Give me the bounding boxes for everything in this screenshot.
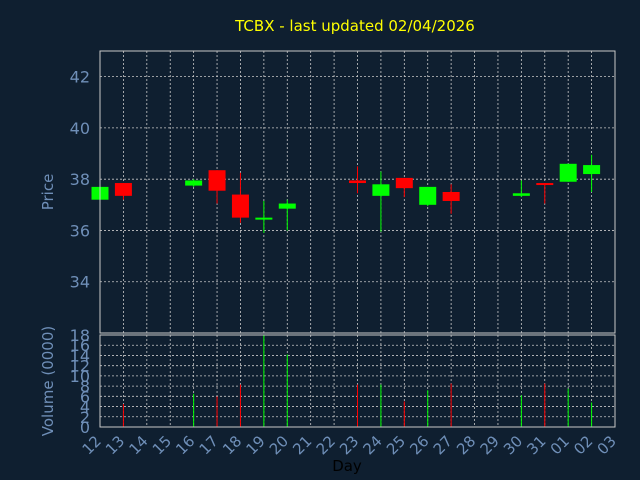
- volume-y-tick-label: 4: [80, 398, 90, 417]
- volume-y-tick-label: 6: [80, 387, 90, 406]
- candle-body: [536, 183, 554, 186]
- candle-body: [512, 193, 530, 196]
- candle-17: [208, 170, 226, 204]
- candle-body: [559, 163, 577, 182]
- candle-30: [512, 180, 530, 198]
- volume-y-tick-label: 12: [70, 357, 90, 376]
- candle-body: [208, 170, 226, 191]
- candle-body: [349, 180, 366, 184]
- candle-body: [372, 184, 390, 196]
- candle-body: [114, 183, 132, 196]
- volume-y-tick-label: 18: [70, 326, 90, 345]
- price-axis-label: Price: [39, 174, 57, 211]
- candle-27: [442, 184, 460, 214]
- candlesticks: [91, 154, 601, 234]
- candle-31: [536, 183, 554, 204]
- volume-plot-frame: [99, 334, 616, 428]
- volume-y-tick-label: 2: [80, 408, 90, 427]
- price-y-tick-label: 38: [70, 170, 90, 189]
- candle-body: [583, 165, 601, 175]
- price-y-tick-label: 40: [70, 119, 90, 138]
- candle-body: [185, 180, 203, 186]
- volume-y-tick-label: 10: [70, 367, 90, 386]
- volume-y-tick-label: 8: [80, 377, 90, 396]
- x-axis-label: Day: [332, 457, 362, 475]
- price-plot-frame: [99, 50, 616, 334]
- price-y-tick-label: 42: [70, 68, 90, 87]
- candle-body: [395, 177, 413, 189]
- x-tick-labels: 1213141516171819202122232425262728293031…: [79, 432, 620, 458]
- price-panel: 34 36 38 40 42 Price: [39, 50, 616, 334]
- candle-body: [442, 192, 460, 201]
- candle-24: [372, 171, 390, 232]
- price-y-tick-label: 36: [70, 221, 90, 240]
- volume-bars: [122, 335, 593, 427]
- candle-25: [395, 177, 413, 198]
- candle-18: [231, 172, 249, 223]
- volume-y-tick-label: 14: [70, 346, 90, 365]
- candle-01: [559, 163, 577, 182]
- candle-02: [583, 154, 601, 192]
- candle-body: [255, 217, 273, 220]
- candle-16: [185, 179, 203, 187]
- candle-23: [349, 166, 366, 194]
- price-y-tick-label: 34: [70, 273, 90, 292]
- candle-26: [419, 186, 437, 207]
- candle-body: [419, 186, 437, 205]
- candle-body: [231, 194, 249, 218]
- volume-axis-label: Volume (0000): [39, 326, 57, 436]
- candle-13: [114, 183, 132, 200]
- volume-y-tick-label: 16: [70, 336, 90, 355]
- price-y-tick-labels: 34 36 38 40 42: [70, 68, 90, 292]
- chart-title: TCBX - last updated 02/04/2026: [234, 17, 475, 35]
- volume-y-tick-label: 0: [80, 418, 90, 437]
- candle-body: [278, 203, 296, 209]
- candle-19: [255, 200, 273, 234]
- candle-20: [278, 199, 296, 231]
